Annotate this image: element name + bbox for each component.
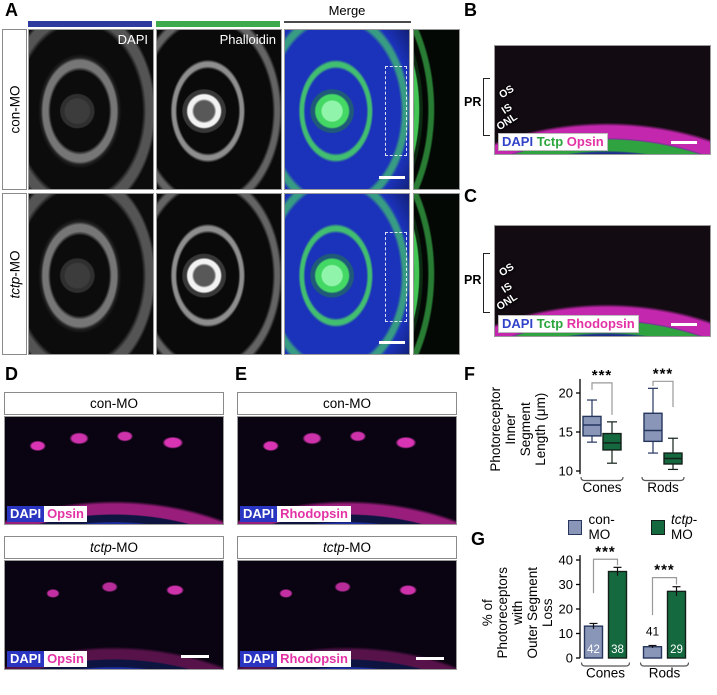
y-tick-label: 15 [559, 425, 573, 440]
inset-roi-box [385, 66, 407, 156]
condition-header-tctp-mo: tctp-MO [4, 536, 224, 559]
panel-a-label: A [5, 0, 18, 20]
category-bracket [580, 476, 624, 482]
panel-d-label: D [5, 364, 18, 384]
significance-bracket [591, 382, 613, 415]
channel-caption: DAPI Opsin [7, 651, 87, 667]
panel-f-label: F [464, 364, 475, 384]
row-label-tctp-mo: tctp-MO [2, 193, 27, 355]
boxplot-svg: 10 15 20 *** *** Cones Rods [559, 365, 685, 495]
y-tick-label: 10 [559, 626, 573, 641]
chart-G: 0 10 20 30 40 42 41 38 29 *** *** Cones Rods [553, 528, 717, 695]
y-tick-label: 20 [559, 386, 573, 401]
box [643, 412, 663, 443]
boxplot-y-axis-title: Photoreceptor Inner Segment Length (μm) [487, 386, 549, 472]
significance-stars: *** [654, 562, 675, 579]
condition-header-tctp-mo: tctp-MO [237, 536, 457, 559]
pr-bracket [483, 78, 490, 136]
category-label: Rods [649, 666, 681, 681]
onl-layer-label: ONL [494, 110, 520, 134]
micrograph-con-inset [413, 29, 460, 190]
y-tick-label: 10 [559, 464, 573, 479]
legend-tctp-label: tctp-MO [670, 512, 698, 542]
micrograph-tctp-inset [413, 193, 460, 355]
panel-e-label: E [235, 364, 248, 384]
legend-con-label: con-MO [588, 512, 615, 542]
micrograph-con-merge [284, 29, 410, 190]
pr-label: PR [464, 273, 482, 287]
n-label: 41 [646, 625, 660, 639]
category-label: Rods [647, 480, 679, 495]
panel-b-label: B [464, 0, 477, 20]
channel-caption: DAPI Rhodopsin [240, 651, 351, 667]
row-label-con-mo: con-MO [2, 29, 27, 190]
scale-bar [416, 657, 444, 660]
n-label: 42 [587, 644, 600, 656]
scale-bar [671, 141, 697, 144]
significance-stars: *** [592, 367, 613, 384]
phalloidin-image-label: Phalloidin [219, 32, 276, 47]
category-bracket [639, 662, 690, 667]
tctp-mo-swatch [650, 519, 665, 535]
scale-bar [379, 176, 405, 179]
channel-caption: DAPI Tctp Rhodopsin [498, 315, 639, 333]
micrograph-con-phalloidin: Phalloidin [156, 29, 282, 190]
barchart-svg: 0 10 20 30 40 42 41 38 29 *** *** Cones Rods [559, 543, 690, 681]
onl-layer-label: ONL [494, 290, 520, 314]
channel-caption: DAPI Tctp Opsin [498, 133, 608, 151]
micrograph-con-opsin: DAPI Opsin [4, 416, 224, 525]
barchart-y-axis-title: % of Photoreceptors with Outer Segment L… [480, 566, 556, 659]
bar [642, 646, 663, 659]
n-label: 29 [670, 644, 683, 656]
micrograph-con-dapi: DAPI [28, 29, 154, 190]
merge-title-underline [284, 21, 411, 23]
dapi-channel-bar [28, 21, 152, 27]
significance-stars: *** [595, 543, 616, 560]
micrograph-tctp-dapi [28, 193, 154, 355]
con-mo-swatch [568, 519, 583, 535]
category-label: Cones [586, 666, 625, 681]
micrograph-tctp-rhodopsin: OS IS ONL DAPI Tctp Rhodopsin [494, 225, 711, 337]
micrograph-tctp-opsin: OS IS ONL DAPI Tctp Opsin [494, 45, 711, 155]
significance-bracket [651, 577, 678, 616]
scale-bar [379, 341, 405, 344]
chart-F: 10 15 20 *** *** Cones Rods [553, 362, 717, 495]
micrograph-con-rhodopsin: DAPI Rhodopsin [237, 416, 457, 525]
category-bracket [580, 662, 631, 667]
category-label: Cones [582, 480, 621, 495]
os-layer-label: OS [496, 82, 517, 102]
scale-bar [181, 655, 209, 658]
significance-bracket [652, 380, 674, 408]
significance-bracket [592, 558, 619, 594]
merge-column-title: Merge [328, 3, 366, 18]
os-layer-label: OS [496, 260, 517, 280]
chart-legend: con-MO tctp-MO [568, 512, 717, 542]
condition-header-con-mo: con-MO [237, 392, 457, 415]
micrograph-tctp-merge [284, 193, 410, 355]
inset-roi-box [385, 232, 407, 322]
category-bracket [641, 476, 685, 482]
phalloidin-channel-bar [156, 21, 280, 27]
n-label: 38 [611, 644, 624, 656]
pr-bracket [483, 253, 490, 313]
micrograph-tctp-phalloidin [156, 193, 282, 355]
channel-caption: DAPI Rhodopsin [240, 506, 351, 522]
micrograph-tctp-rhodopsin-zoom: DAPI Rhodopsin [237, 560, 457, 670]
condition-header-con-mo: con-MO [4, 392, 224, 415]
box [602, 432, 622, 451]
significance-stars: *** [653, 365, 674, 382]
panel-c-label: C [464, 186, 477, 206]
scale-bar [671, 323, 697, 326]
y-tick-label: 30 [559, 577, 573, 592]
pr-label: PR [464, 95, 482, 109]
y-tick-label: 0 [566, 651, 573, 666]
dapi-image-label: DAPI [117, 32, 148, 47]
panel-g-label: G [471, 529, 486, 549]
micrograph-tctp-opsin-zoom: DAPI Opsin [4, 560, 224, 670]
y-tick-label: 20 [559, 602, 573, 617]
y-tick-label: 40 [559, 553, 573, 568]
channel-caption: DAPI Opsin [7, 506, 87, 522]
box [582, 415, 602, 437]
